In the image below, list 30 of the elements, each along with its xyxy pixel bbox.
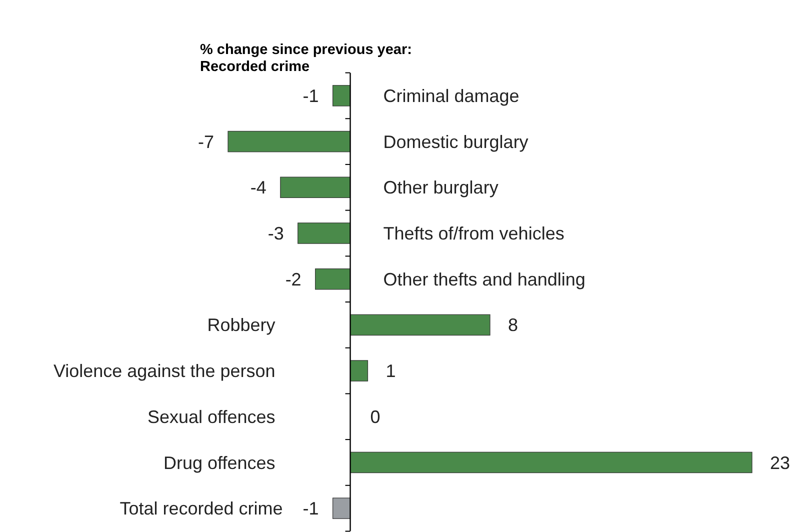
y-tick-label: Sexual offences	[148, 406, 276, 427]
data-label: 8	[508, 315, 518, 336]
y-tick-label: Thefts of/from vehicles	[383, 224, 564, 244]
y-tick-label: Criminal damage	[383, 86, 520, 106]
chart-title: % change since previous year: Recorded crime	[200, 42, 412, 75]
y-tick-label: Domestic burglary	[383, 132, 528, 152]
data-label: 0	[370, 406, 380, 427]
y-tick-label: Drug offences	[164, 452, 276, 473]
data-label: -7	[198, 132, 214, 152]
bar	[315, 268, 351, 290]
y-tick-label: Robbery	[207, 315, 276, 336]
bar	[280, 176, 351, 198]
data-label: -3	[268, 224, 284, 244]
data-label: 1	[386, 361, 396, 382]
y-tick-label: Violence against the person	[53, 361, 276, 382]
data-label: -1	[302, 498, 319, 519]
data-label: 23	[770, 452, 790, 473]
y-tick-label: Other thefts and handling	[383, 269, 586, 290]
bar	[332, 85, 351, 106]
y-tick-label: Total recorded crime	[120, 498, 283, 519]
data-label: -2	[285, 269, 302, 290]
bar	[350, 314, 490, 336]
bar	[350, 452, 752, 474]
bar	[332, 498, 351, 519]
bar	[350, 360, 368, 382]
y-tick-label: Other burglary	[383, 178, 498, 198]
bar	[228, 130, 351, 152]
data-label: -1	[302, 86, 319, 106]
bar	[298, 222, 351, 244]
data-label: -4	[250, 178, 266, 198]
